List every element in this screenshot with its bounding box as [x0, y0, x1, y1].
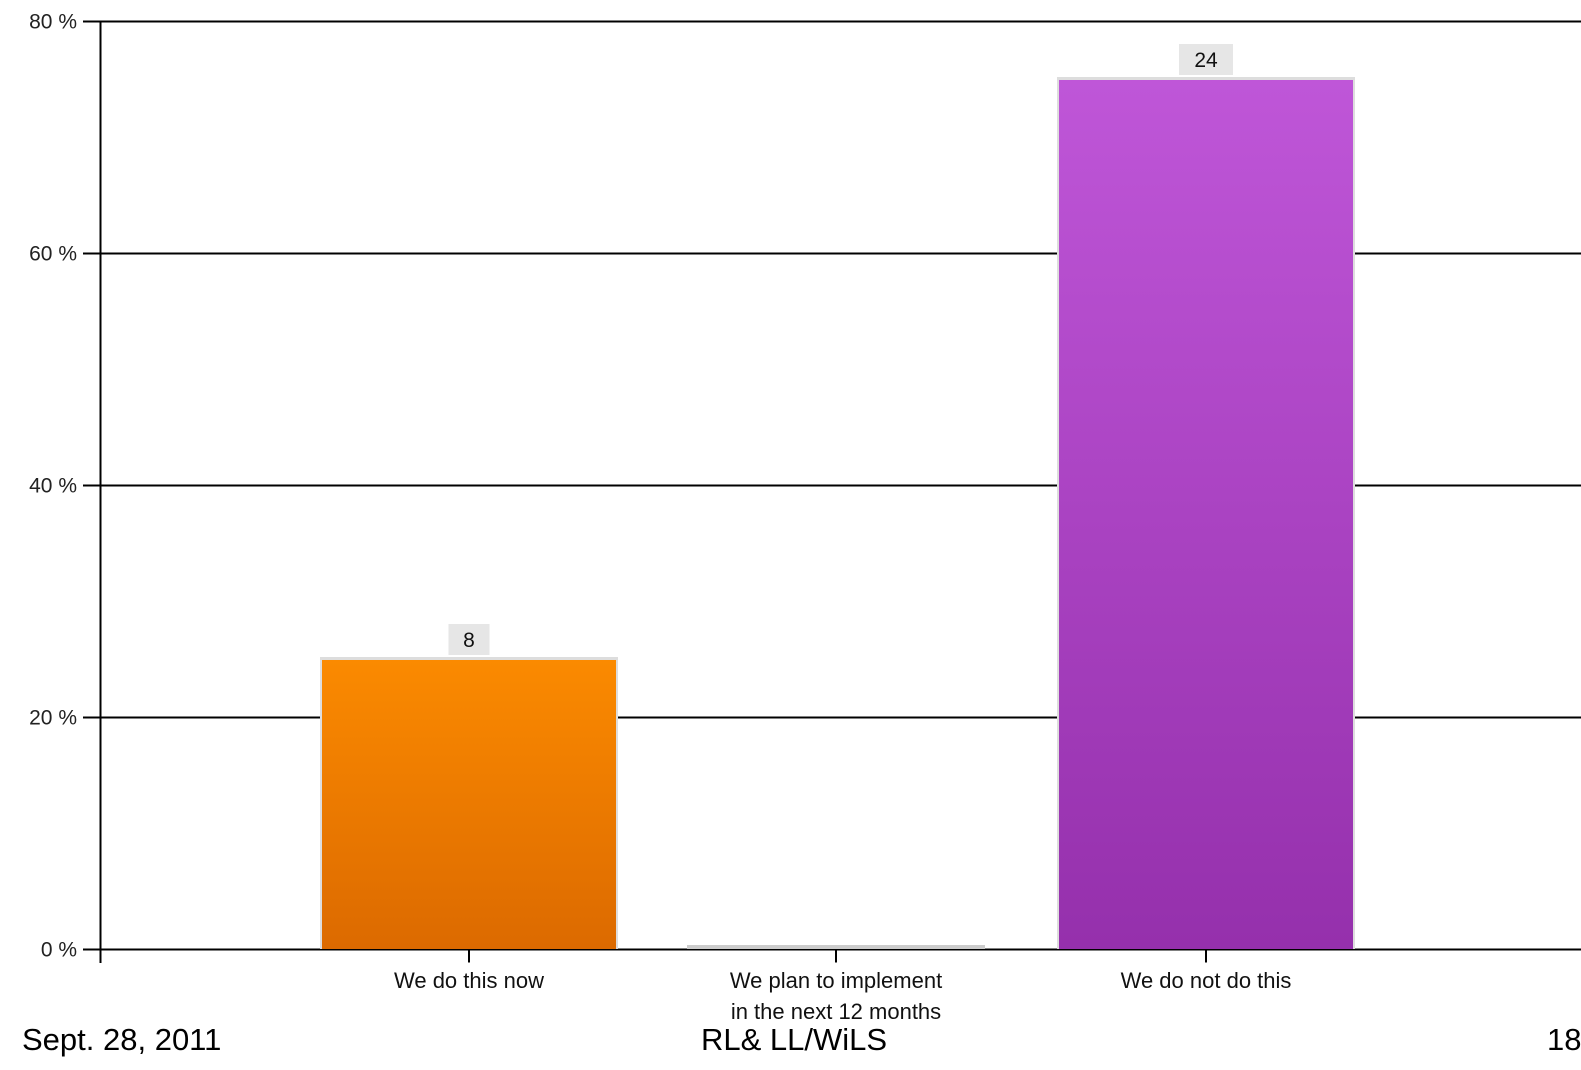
bars: [320, 77, 1355, 949]
data-labels: 8 24: [448, 44, 1233, 655]
y-tick-label: 0 %: [41, 939, 77, 962]
x-category-label: We do not do this: [1121, 968, 1292, 993]
x-category-label: We plan to implement: [730, 968, 942, 993]
x-category-label: We do this now: [394, 968, 544, 993]
axes: 0 % 20 % 40 % 60 % 80 % We do this now We plan…: [29, 11, 1581, 1024]
y-tick-label: 40 %: [29, 475, 77, 498]
data-label-box: [1179, 44, 1233, 75]
bar: [322, 660, 616, 949]
data-label: 8: [463, 629, 475, 652]
footer-page-number: 18: [1547, 1022, 1581, 1057]
data-label-box: [448, 624, 490, 655]
footer-date: Sept. 28, 2011: [22, 1022, 222, 1057]
y-tick-label: 20 %: [29, 707, 77, 730]
gridlines: [100, 20, 1581, 719]
y-tick-label: 80 %: [29, 11, 77, 34]
data-label: 24: [1194, 49, 1218, 72]
footer-org: RL& LL/WiLS: [701, 1022, 888, 1057]
y-tick-label: 60 %: [29, 243, 77, 266]
x-category-label: in the next 12 months: [731, 999, 941, 1024]
bar: [1059, 80, 1353, 949]
bar: [687, 945, 985, 949]
